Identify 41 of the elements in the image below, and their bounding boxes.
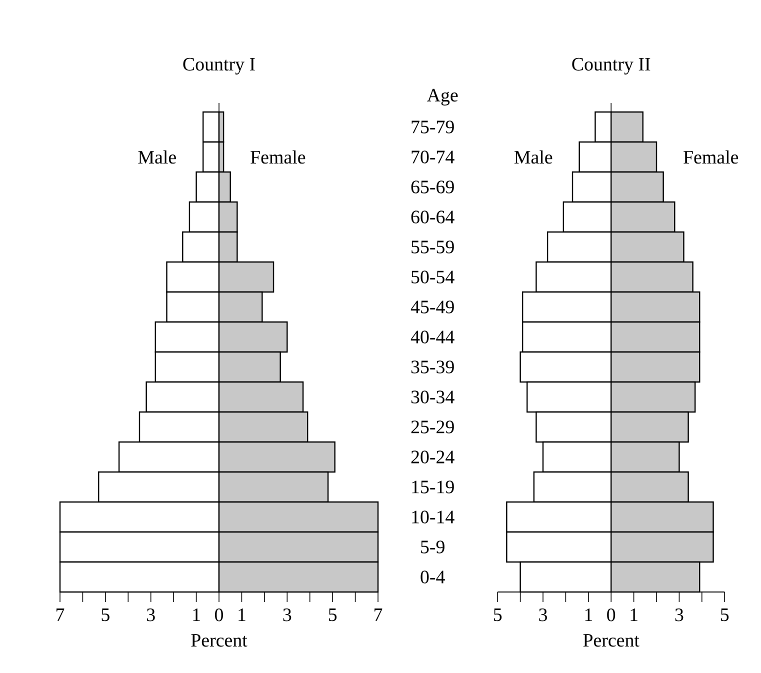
y-axis-title: Age: [427, 88, 458, 106]
y-tick-label: 45-49: [410, 300, 454, 314]
x-tick-label: 0: [214, 608, 224, 622]
x-axis-title: Percent: [191, 634, 248, 647]
series-label: Female: [684, 150, 738, 164]
y-tick-label: 60-64: [411, 210, 454, 224]
y-tick-label: 30-34: [411, 390, 454, 404]
y-tick-label: 15-19: [412, 480, 454, 494]
x-axis-title: Percent: [583, 634, 640, 647]
y-tick-label: 10-14: [412, 510, 454, 524]
x-tick-label: 5: [102, 608, 110, 622]
x-tick-label: 3: [675, 608, 684, 622]
x-tick-label: 3: [539, 608, 547, 622]
x-tick-label: 1: [238, 608, 246, 622]
y-tick-label: 25-29: [411, 420, 454, 434]
series-label: Male: [138, 150, 176, 164]
x-tick-label: 0: [607, 608, 616, 622]
x-tick-label: 1: [630, 608, 638, 622]
x-tick-label: 1: [585, 608, 592, 622]
chart-title: Country I: [183, 58, 255, 75]
y-tick-label: 70-74: [412, 150, 454, 164]
chart-title: Country II: [572, 58, 650, 75]
x-tick-label: 7: [374, 608, 382, 621]
y-tick-label: 65-69: [411, 180, 454, 194]
x-tick-label: 5: [494, 608, 502, 622]
y-tick-label: 0-4: [420, 570, 445, 584]
series-label: Female: [250, 150, 306, 164]
y-tick-label: 50-54: [412, 270, 454, 284]
y-tick-label: 35-39: [411, 360, 454, 374]
y-tick-label: 40-44: [410, 330, 454, 344]
y-tick-label: 20-24: [411, 450, 454, 464]
x-tick-label: 5: [328, 608, 337, 622]
series-label: Male: [514, 150, 552, 164]
y-tick-label: 5-9: [421, 540, 444, 554]
x-tick-label: 5: [720, 608, 729, 622]
y-tick-label: 55-59: [412, 240, 454, 254]
x-tick-label: 7: [56, 608, 64, 621]
y-tick-label: 75-79: [412, 120, 454, 134]
x-tick-label: 3: [283, 608, 292, 622]
x-tick-label: 3: [147, 608, 155, 622]
x-tick-label: 1: [193, 608, 200, 622]
